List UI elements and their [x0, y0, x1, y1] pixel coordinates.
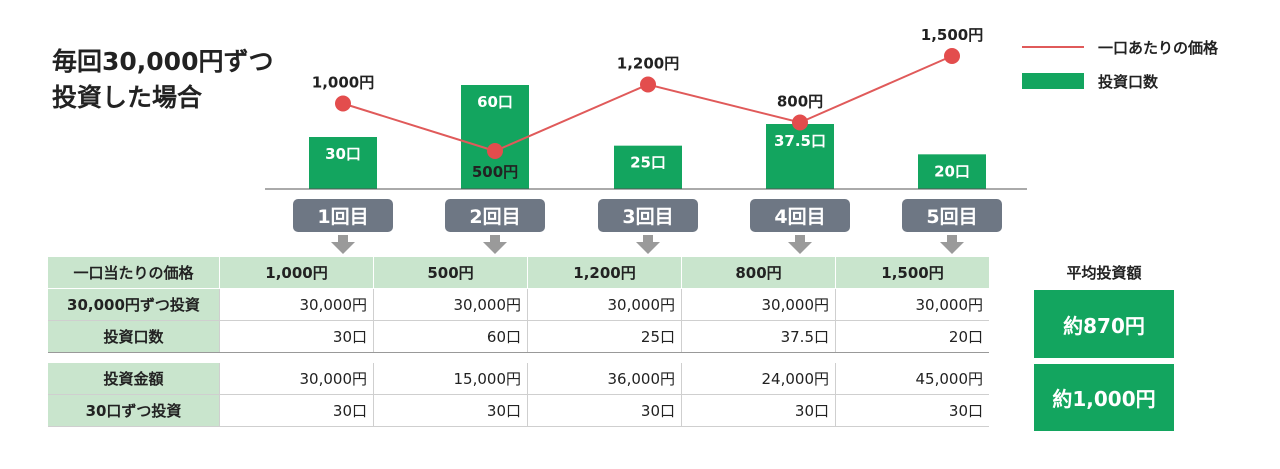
table-cell: 30,000円	[527, 288, 682, 321]
title-line-2: 投資した場合	[52, 83, 203, 112]
price-label: 1,500円	[921, 26, 983, 44]
legend-item-price: 一口あたりの価格	[1022, 30, 1218, 64]
table-row: 投資金額 30,000円 15,000円 36,000円 24,000円 45,…	[48, 363, 989, 395]
price-point	[487, 143, 503, 159]
table-cell: 60口	[373, 320, 528, 353]
average-value-box-b: 約1,000円	[1034, 364, 1174, 431]
row-label: 30口ずつ投資	[48, 394, 220, 427]
table-row: 30口ずつ投資 30口 30口 30口 30口 30口	[48, 394, 989, 427]
table-cell: 30口	[681, 394, 836, 427]
table-cell: 1,200円	[527, 257, 682, 289]
table-spacer	[48, 352, 989, 363]
table-cell: 20口	[835, 320, 989, 353]
table-row: 30,000円ずつ投資 30,000円 30,000円 30,000円 30,0…	[48, 288, 989, 321]
category-label: 2回目	[469, 206, 520, 228]
category-label: 4回目	[774, 206, 825, 228]
combo-chart: 30口 60口 25口 37.5口 20口 1,000円 500円 1,200円 800円 1,5…	[265, 26, 1027, 254]
legend-line-swatch	[1022, 46, 1084, 48]
table-cell: 30,000円	[219, 288, 374, 321]
bar	[461, 85, 529, 189]
legend-bar-swatch	[1022, 73, 1084, 89]
table-cell: 15,000円	[373, 363, 528, 395]
table-cell: 45,000円	[835, 363, 989, 395]
price-point	[792, 114, 808, 131]
price-label: 1,200円	[617, 55, 679, 73]
price-label: 500円	[472, 163, 518, 181]
bar	[614, 145, 682, 189]
table-cell: 30口	[373, 394, 528, 427]
average-value-box-a: 約870円	[1034, 290, 1174, 358]
table-cell: 800円	[681, 257, 836, 289]
price-label: 1,000円	[312, 74, 374, 92]
row-label: 投資金額	[48, 363, 220, 395]
comparison-table: 一口当たりの価格 1,000円 500円 1,200円 800円 1,500円 …	[48, 257, 989, 427]
table-cell: 30口	[219, 320, 374, 353]
down-arrow-icon	[331, 235, 355, 254]
table-cell: 24,000円	[681, 363, 836, 395]
legend: 一口あたりの価格 投資口数	[1022, 30, 1218, 98]
bar-label: 60口	[477, 93, 513, 111]
bar	[309, 137, 377, 189]
table-cell: 1,000円	[219, 257, 374, 289]
table-cell: 37.5口	[681, 320, 836, 353]
table-cell: 30,000円	[681, 288, 836, 321]
row-label: 投資口数	[48, 320, 220, 353]
table-cell: 30口	[219, 394, 374, 427]
price-label: 800円	[777, 93, 823, 111]
table-cell: 30,000円	[219, 363, 374, 395]
table-cell: 500円	[373, 257, 528, 289]
bar-label: 30口	[325, 145, 361, 163]
legend-item-units: 投資口数	[1022, 64, 1218, 98]
category-badge	[445, 199, 545, 232]
category-badge	[902, 199, 1002, 232]
table-cell: 30口	[527, 394, 682, 427]
category-label: 5回目	[926, 206, 977, 228]
header-row-label: 一口当たりの価格	[48, 257, 220, 289]
title-line-1: 毎回30,000円ずつ	[52, 47, 274, 76]
category-label: 1回目	[317, 206, 368, 228]
table-row: 投資口数 30口 60口 25口 37.5口 20口	[48, 320, 989, 353]
down-arrow-icon	[788, 235, 812, 254]
category-badge	[293, 199, 393, 232]
down-arrow-icon	[940, 235, 964, 254]
category-label: 3回目	[622, 206, 673, 228]
average-label: 平均投資額	[1066, 264, 1142, 282]
legend-label-units: 投資口数	[1098, 72, 1159, 91]
bar	[766, 124, 834, 189]
table-cell: 30口	[835, 394, 989, 427]
category-badge	[750, 199, 850, 232]
table-cell: 1,500円	[835, 257, 989, 289]
down-arrow-icon	[636, 235, 660, 254]
price-point	[640, 76, 656, 93]
bar-label: 25口	[630, 154, 666, 172]
table-cell: 36,000円	[527, 363, 682, 395]
bar-label: 20口	[934, 162, 970, 180]
bar-label: 37.5口	[774, 132, 826, 150]
bar	[918, 154, 986, 189]
price-point	[335, 95, 351, 112]
table-header-row: 一口当たりの価格 1,000円 500円 1,200円 800円 1,500円	[48, 257, 989, 289]
table-cell: 25口	[527, 320, 682, 353]
table-cell: 30,000円	[373, 288, 528, 321]
down-arrow-icon	[483, 235, 507, 254]
price-point	[944, 48, 960, 64]
chart-title: 毎回30,000円ずつ 投資した場合	[52, 44, 273, 116]
table-cell: 30,000円	[835, 288, 989, 321]
category-badge	[598, 199, 698, 232]
legend-label-price: 一口あたりの価格	[1098, 38, 1219, 57]
row-label: 30,000円ずつ投資	[48, 288, 220, 321]
